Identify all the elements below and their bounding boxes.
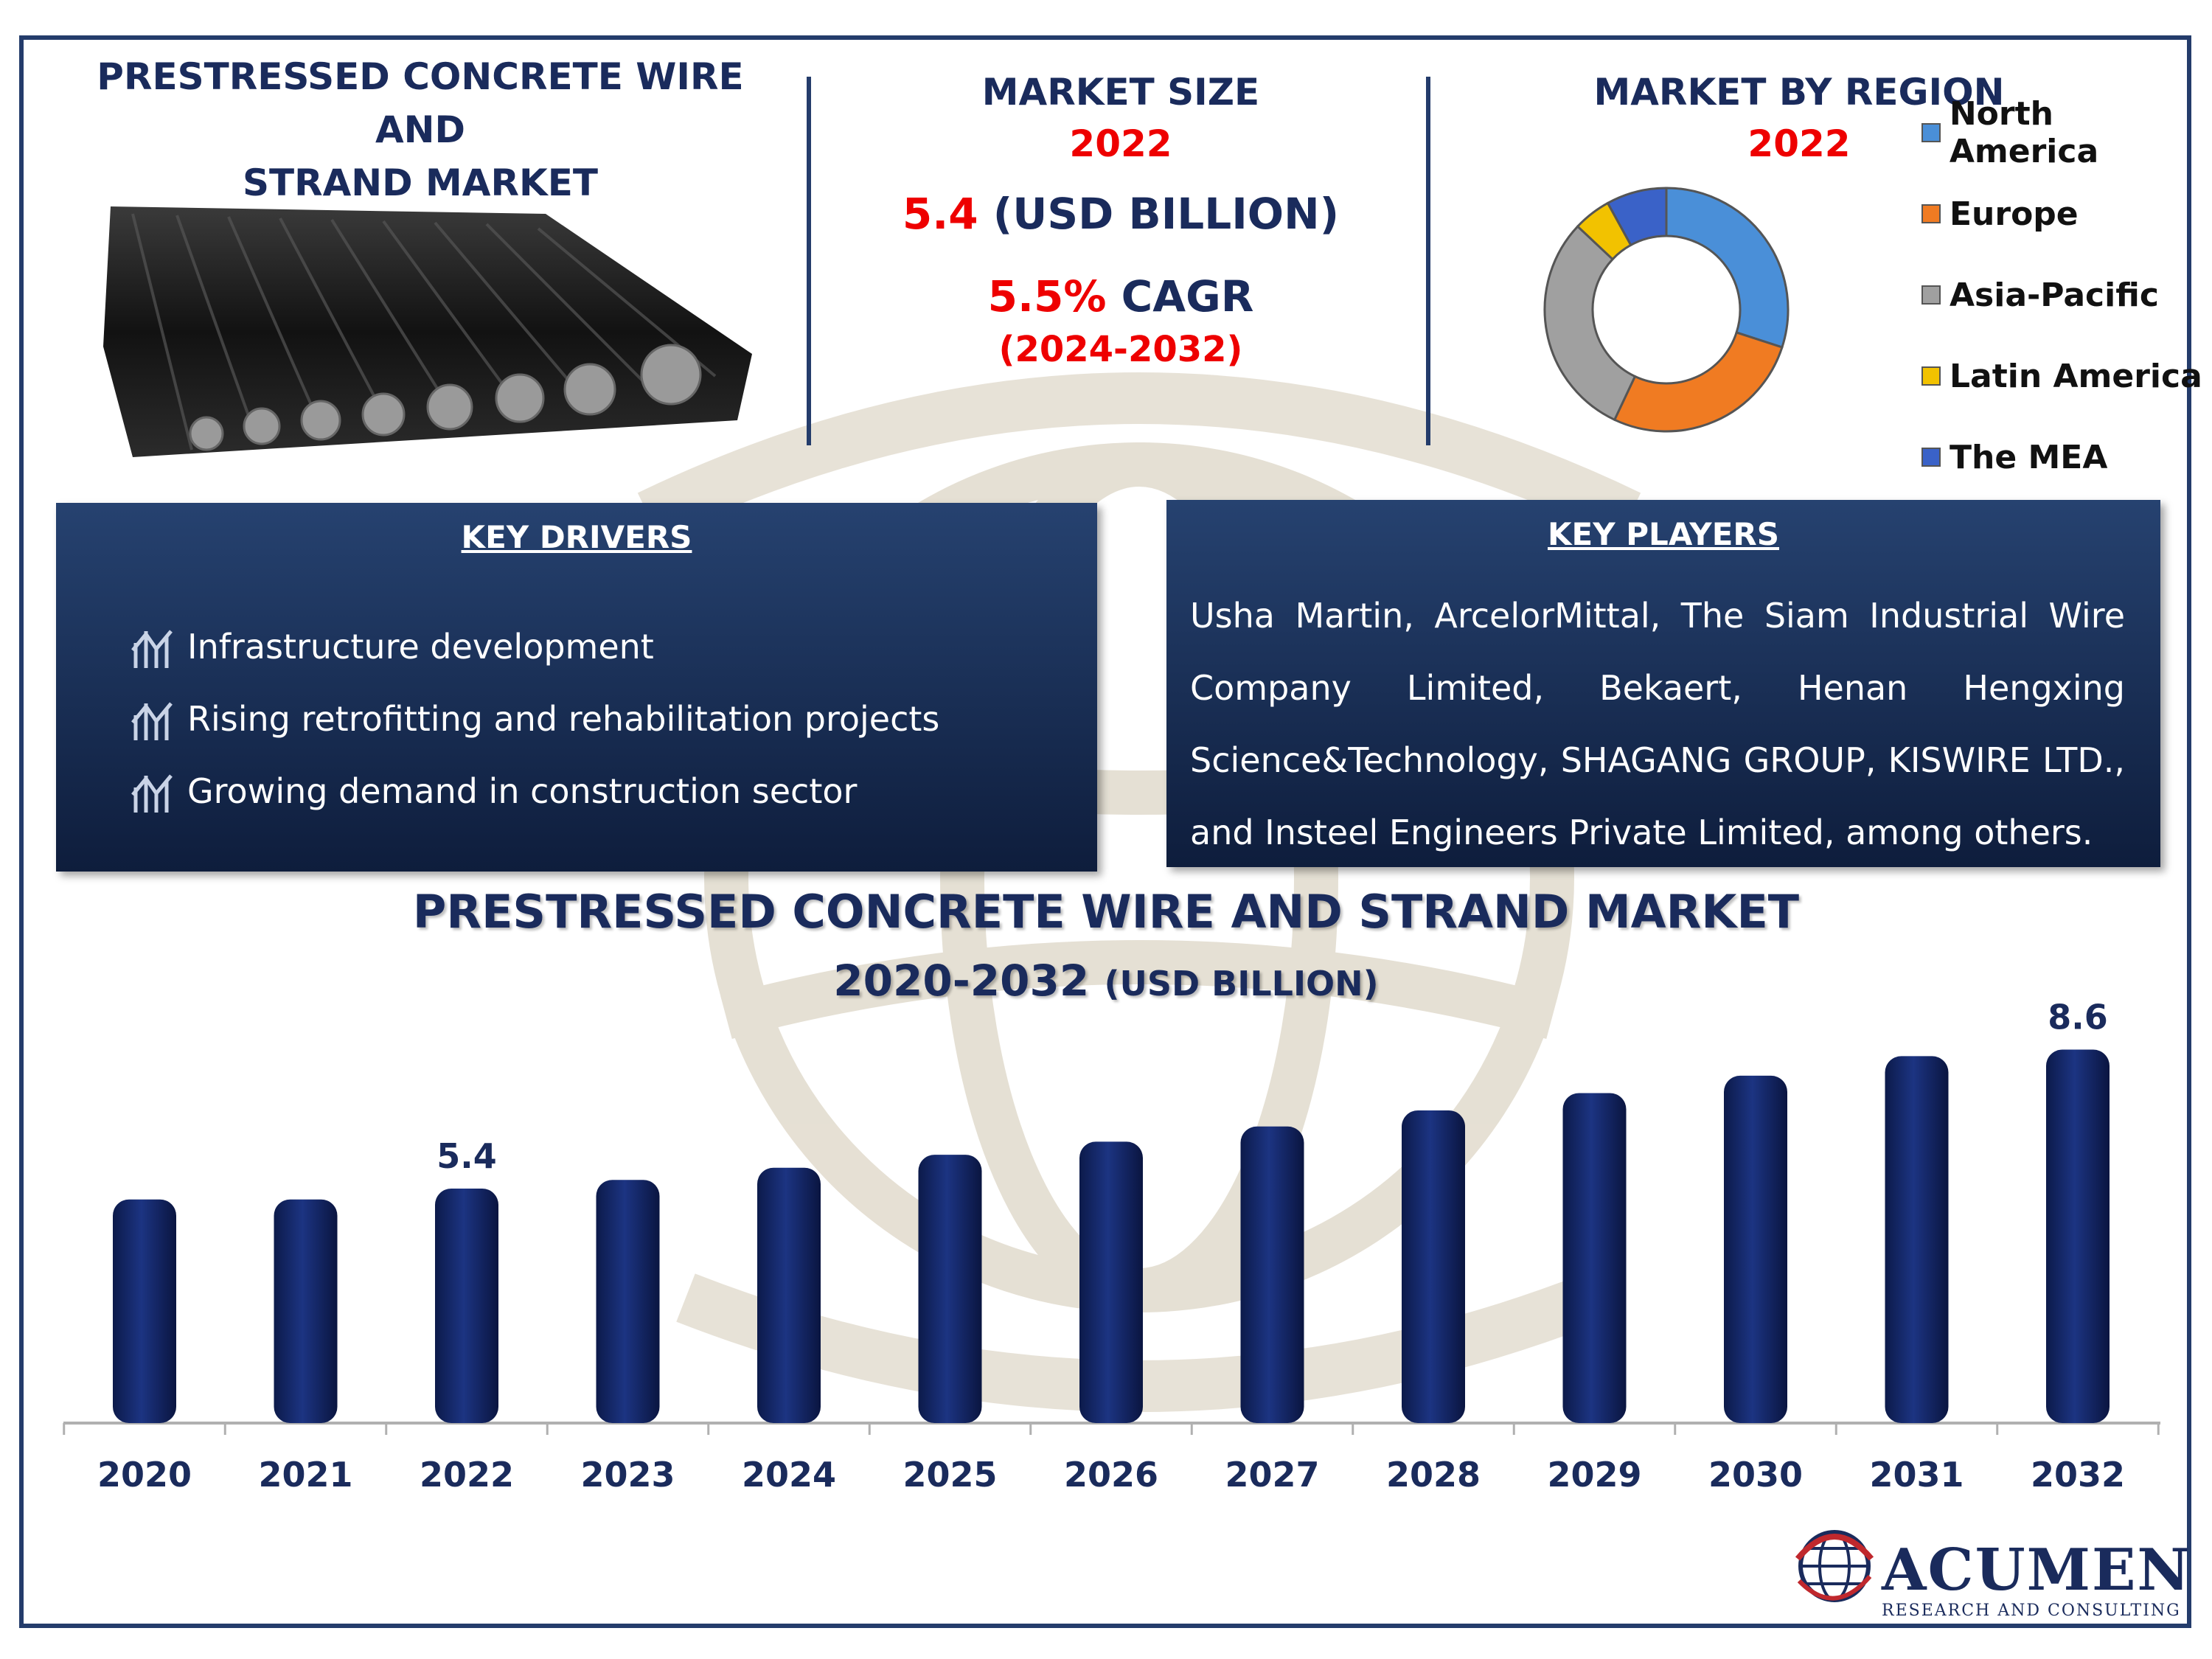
legend-swatch bbox=[1921, 285, 1941, 305]
legend-item: Asia-Pacific bbox=[1921, 273, 2159, 317]
bar bbox=[1240, 1126, 1304, 1423]
legend-swatch bbox=[1921, 204, 1941, 223]
donut-slice bbox=[1543, 224, 1637, 422]
bar bbox=[1885, 1056, 1949, 1423]
legend-label: The MEA bbox=[1950, 438, 2108, 476]
growth-icon bbox=[131, 702, 173, 740]
key-players-list: Usha Martin, ArcelorMittal, The Siam Ind… bbox=[1190, 596, 2125, 852]
market-size-value: 5.4 (USD BILLION) bbox=[826, 189, 1416, 239]
x-tick-label: 2029 bbox=[1547, 1455, 1641, 1495]
driver-label: Infrastructure development bbox=[187, 627, 654, 667]
divider-left bbox=[807, 77, 811, 445]
x-tick-label: 2023 bbox=[580, 1455, 675, 1495]
cagr: 5.5% CAGR bbox=[870, 271, 1371, 321]
x-tick-label: 2020 bbox=[97, 1455, 192, 1495]
infographic-title: PRESTRESSED CONCRETE WIRE AND STRAND MAR… bbox=[88, 50, 752, 209]
chart-subtitle: 2020-2032 (USD BILLION) bbox=[221, 956, 1991, 1006]
growth-icon bbox=[131, 774, 173, 813]
x-tick-label: 2021 bbox=[258, 1455, 352, 1495]
market-size-number: 5.4 bbox=[902, 189, 978, 239]
donut-slice bbox=[1613, 331, 1784, 433]
chart-title: PRESTRESSED CONCRETE WIRE AND STRAND MAR… bbox=[412, 885, 1800, 939]
driver-item: Rising retrofitting and rehabilitation p… bbox=[130, 686, 939, 752]
legend-item: The MEA bbox=[1921, 435, 2107, 479]
x-tick-label: 2031 bbox=[1869, 1455, 1964, 1495]
x-tick-label: 2026 bbox=[1064, 1455, 1158, 1495]
steel-strand-image bbox=[103, 206, 752, 457]
legend-swatch bbox=[1921, 123, 1941, 142]
bar bbox=[1402, 1110, 1465, 1423]
title-line-2: STRAND MARKET bbox=[242, 161, 599, 204]
divider-right bbox=[1426, 77, 1430, 445]
bar bbox=[1562, 1093, 1627, 1423]
data-label: 5.4 bbox=[437, 1136, 497, 1176]
data-label: 8.6 bbox=[2048, 998, 2108, 1037]
chart-subtitle-years: 2020-2032 bbox=[833, 956, 1090, 1006]
market-size-year: 2022 bbox=[1069, 122, 1172, 165]
bar-chart: 2020 2021 2022 5.4 2023 2024 2025 2026 2027 2028 2… bbox=[63, 998, 2160, 1495]
legend-label: Europe bbox=[1950, 195, 2079, 233]
legend-item: Latin America bbox=[1921, 354, 2202, 398]
bar bbox=[596, 1180, 660, 1423]
legend-label: Latin America bbox=[1950, 357, 2202, 395]
bar bbox=[274, 1199, 338, 1423]
x-tick-label: 2028 bbox=[1386, 1455, 1481, 1495]
driver-label: Growing demand in construction sector bbox=[187, 771, 858, 811]
driver-label: Rising retrofitting and rehabilitation p… bbox=[187, 699, 940, 739]
donut-slice bbox=[1606, 187, 1668, 247]
cagr-label: CAGR bbox=[1121, 271, 1254, 321]
bar bbox=[2046, 1049, 2110, 1423]
title-line-1: PRESTRESSED CONCRETE WIRE AND bbox=[97, 55, 744, 151]
legend-swatch bbox=[1921, 448, 1941, 467]
region-year: 2022 bbox=[1747, 122, 1851, 165]
bar bbox=[113, 1199, 176, 1423]
key-drivers-panel: KEY DRIVERS Infrastructure development R… bbox=[56, 503, 1097, 872]
logo-tagline: RESEARCH AND CONSULTING bbox=[1882, 1601, 2181, 1620]
legend-item: Europe bbox=[1921, 192, 2079, 236]
x-tick-label: 2032 bbox=[2031, 1455, 2125, 1495]
x-tick-label: 2022 bbox=[420, 1455, 514, 1495]
market-size-unit: (USD BILLION) bbox=[992, 189, 1340, 239]
legend-label: North America bbox=[1949, 95, 2099, 170]
driver-item: Growing demand in construction sector bbox=[130, 758, 857, 824]
legend-label: Asia-Pacific bbox=[1950, 276, 2159, 314]
region-title: MARKET BY REGION bbox=[1593, 71, 2005, 114]
cagr-period: (2024-2032) bbox=[998, 329, 1243, 370]
cagr-value: 5.5% bbox=[987, 271, 1107, 321]
logo-name: ACUMEN bbox=[1882, 1537, 2191, 1604]
key-players-title: KEY PLAYERS bbox=[1548, 516, 1779, 552]
acumen-logo-icon bbox=[1795, 1530, 1874, 1602]
acumen-logo-text: ACUMEN RESEARCH AND CONSULTING bbox=[1882, 1537, 2191, 1621]
bar bbox=[1079, 1141, 1143, 1423]
x-tick-label: 2030 bbox=[1708, 1455, 1803, 1495]
bar bbox=[918, 1155, 982, 1423]
infographic-frame bbox=[19, 35, 2191, 1628]
x-tick-label: 2027 bbox=[1225, 1455, 1319, 1495]
x-tick-label: 2024 bbox=[742, 1455, 836, 1495]
x-tick-label: 2025 bbox=[902, 1455, 997, 1495]
bar bbox=[435, 1189, 498, 1423]
market-size-label: MARKET SIZE bbox=[981, 71, 1260, 114]
donut-slice bbox=[1665, 187, 1790, 349]
bar bbox=[1724, 1075, 1787, 1423]
region-donut-chart bbox=[1543, 187, 1790, 433]
legend-item: North America bbox=[1921, 95, 2212, 170]
driver-item: Infrastructure development bbox=[130, 613, 654, 680]
key-drivers-title: KEY DRIVERS bbox=[461, 519, 692, 555]
bar bbox=[757, 1167, 821, 1423]
key-players-panel: KEY PLAYERS Usha Martin, ArcelorMittal, … bbox=[1166, 500, 2160, 867]
legend-swatch bbox=[1921, 366, 1941, 386]
growth-icon bbox=[131, 630, 173, 668]
chart-subtitle-unit: (USD BILLION) bbox=[1104, 964, 1379, 1004]
